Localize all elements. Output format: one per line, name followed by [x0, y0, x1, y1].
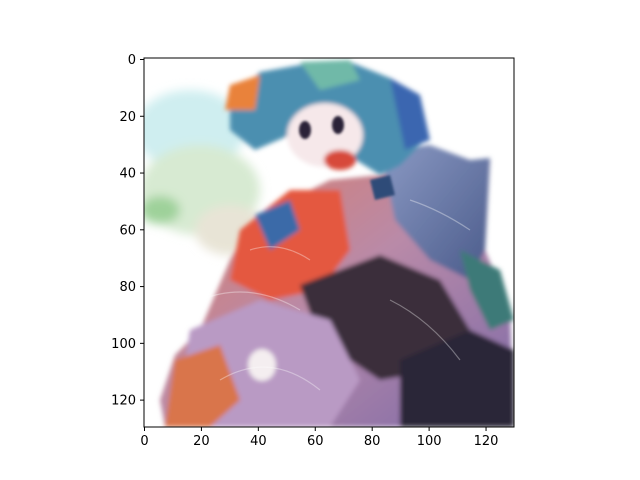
character-body [160, 145, 514, 427]
x-tick-label: 60 [307, 434, 324, 449]
y-tick-label: 100 [111, 337, 136, 352]
y-tick-label: 40 [119, 167, 136, 182]
background-splash [144, 90, 265, 255]
character-eyes [299, 116, 395, 200]
y-tick-label: 120 [111, 394, 136, 409]
texture-strokes [199, 199, 471, 391]
y-axis: 0 20 40 60 80 100 120 [111, 53, 144, 409]
x-tick-label: 120 [474, 434, 499, 449]
y-tick-label: 60 [119, 223, 136, 238]
y-tick-label: 0 [128, 53, 136, 68]
x-tick-label: 80 [364, 434, 381, 449]
x-tick-label: 20 [193, 434, 210, 449]
x-tick-label: 0 [140, 434, 148, 449]
x-tick-label: 100 [417, 434, 442, 449]
character-head [225, 60, 430, 175]
x-tick-label: 40 [250, 434, 267, 449]
generated-image [144, 58, 514, 427]
axes-frame [143, 57, 515, 428]
y-tick-label: 20 [119, 110, 136, 125]
x-axis: 0 20 40 60 80 100 120 [140, 427, 498, 449]
y-tick-label: 80 [119, 280, 136, 295]
